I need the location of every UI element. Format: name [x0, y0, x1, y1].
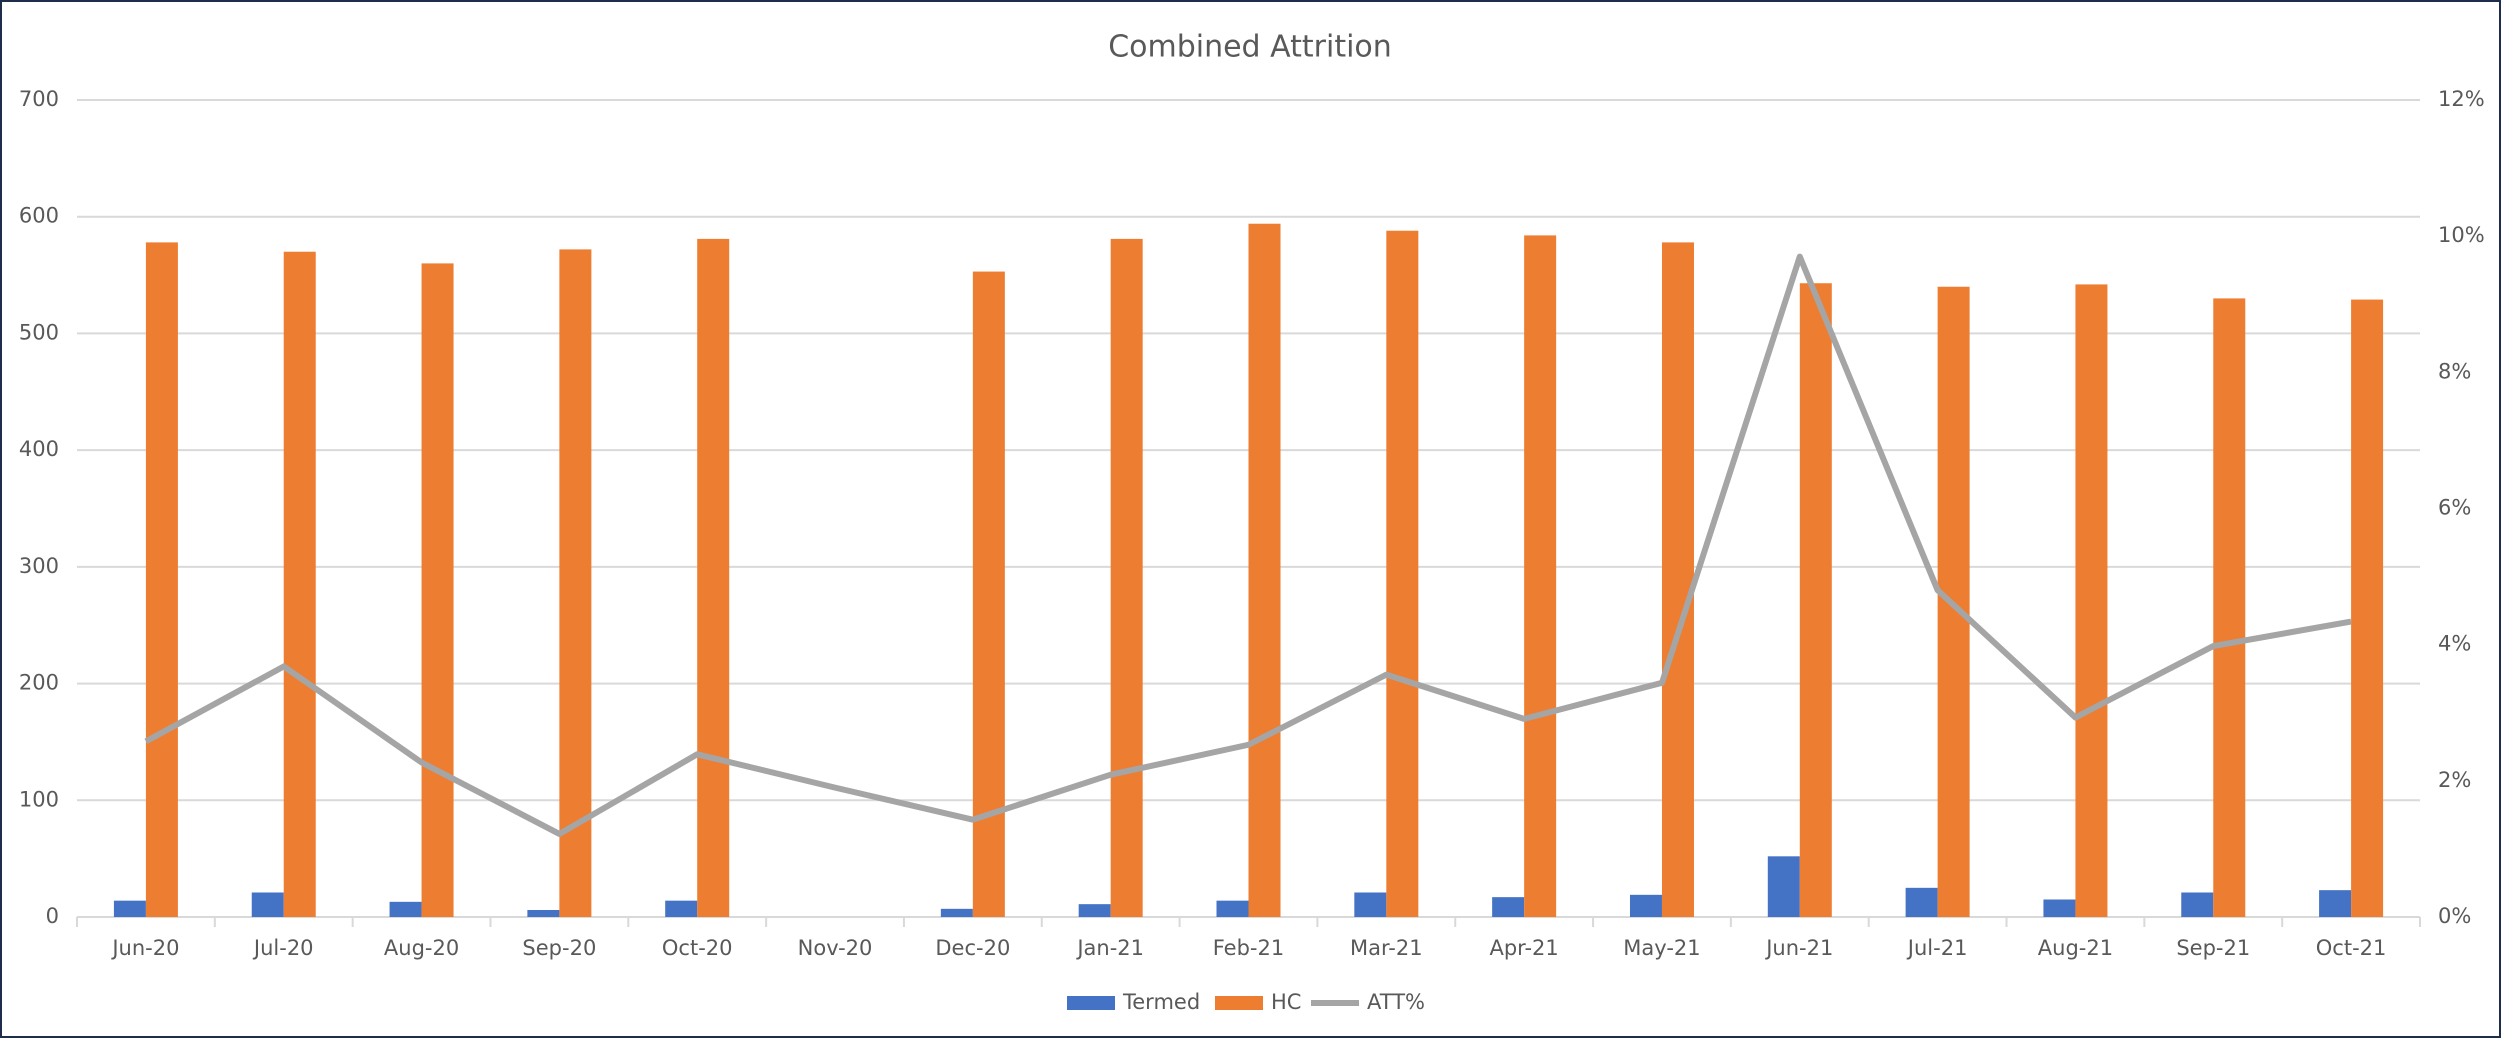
- x-tick-label: Dec-20: [935, 936, 1010, 960]
- bar: [2351, 299, 2384, 917]
- bar: [559, 249, 592, 917]
- x-tick-label: Jan-21: [1075, 936, 1144, 960]
- bar: [1216, 900, 1249, 917]
- y-tick-label: 700: [19, 87, 59, 111]
- bar: [940, 908, 973, 917]
- x-tick-label: Apr-21: [1489, 936, 1558, 960]
- bar: [251, 892, 284, 917]
- x-tick-label: May-21: [1623, 936, 1700, 960]
- bar: [697, 238, 730, 917]
- legend-swatch: [1067, 996, 1115, 1010]
- x-tick-label: Feb-21: [1213, 936, 1284, 960]
- x-tick-label: Sep-20: [522, 936, 596, 960]
- bar: [1629, 894, 1662, 917]
- bar: [1492, 897, 1525, 917]
- y-tick-label: 400: [19, 437, 59, 461]
- y2-tick-label: 6%: [2438, 496, 2471, 520]
- bar: [421, 263, 454, 917]
- y2-tick-label: 4%: [2438, 632, 2471, 656]
- chart-title: Combined Attrition: [1108, 30, 1392, 65]
- bar: [1354, 892, 1387, 917]
- bar: [1248, 223, 1281, 917]
- y-tick-label: 200: [19, 671, 59, 695]
- x-tick-label: Aug-20: [384, 936, 459, 960]
- bar: [1905, 887, 1938, 917]
- x-tick-label: Nov-20: [798, 936, 873, 960]
- bar: [145, 242, 178, 918]
- y2-tick-label: 2%: [2438, 768, 2471, 792]
- x-tick-label: Jun-20: [110, 936, 179, 960]
- x-tick-label: Mar-21: [1350, 936, 1423, 960]
- y-tick-label: 500: [19, 320, 59, 344]
- y2-tick-label: 10%: [2438, 223, 2485, 247]
- y-tick-label: 0: [46, 904, 59, 928]
- bar: [665, 900, 698, 917]
- bar: [1661, 242, 1694, 918]
- bar: [1799, 283, 1832, 917]
- y-tick-label: 300: [19, 554, 59, 578]
- x-tick-label: Sep-21: [2176, 936, 2250, 960]
- legend-label: ATT%: [1367, 990, 1425, 1014]
- x-tick-label: Oct-21: [2316, 936, 2387, 960]
- bar: [1767, 856, 1800, 917]
- y-tick-label: 100: [19, 787, 59, 811]
- line: [144, 253, 2352, 837]
- bar: [113, 900, 146, 917]
- x-tick-label: Oct-20: [662, 936, 733, 960]
- bar: [389, 901, 422, 917]
- y-tick-label: 600: [19, 204, 59, 228]
- bar: [2319, 890, 2352, 917]
- bar: [1386, 230, 1419, 918]
- bar: [283, 251, 316, 917]
- legend-swatch: [1215, 996, 1263, 1010]
- x-tick-label: Jul-21: [1906, 936, 1968, 960]
- y2-tick-label: 8%: [2438, 359, 2471, 383]
- bar: [2043, 899, 2076, 917]
- y2-tick-label: 0%: [2438, 904, 2471, 928]
- bar: [2075, 284, 2108, 917]
- bar: [2181, 892, 2214, 917]
- bar: [1078, 904, 1111, 917]
- x-tick-label: Jul-20: [252, 936, 314, 960]
- y2-tick-label: 12%: [2438, 87, 2485, 111]
- bar: [2213, 298, 2246, 917]
- bar: [1524, 235, 1557, 918]
- bar: [527, 909, 560, 917]
- bar: [1110, 238, 1143, 917]
- x-tick-label: Aug-21: [2038, 936, 2113, 960]
- x-tick-label: Jun-21: [1764, 936, 1833, 960]
- legend-label: HC: [1271, 990, 1301, 1014]
- legend-label: Termed: [1122, 990, 1200, 1014]
